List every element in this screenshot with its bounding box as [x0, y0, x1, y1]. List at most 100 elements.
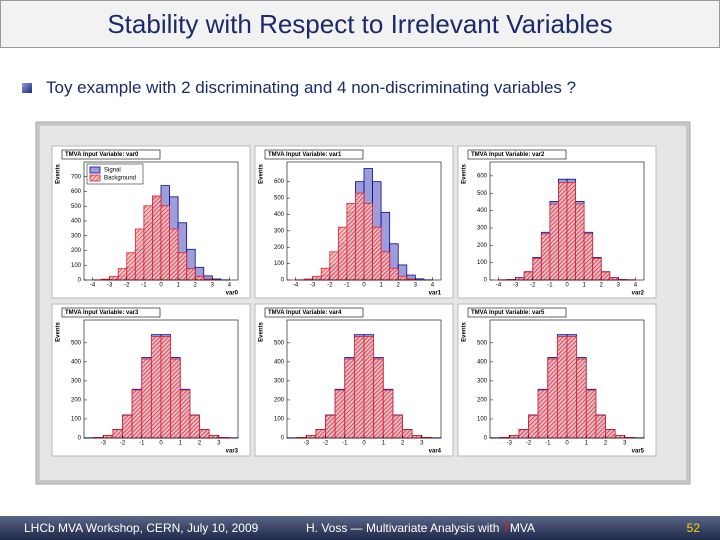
histogram-bar: [547, 358, 558, 439]
histogram-bar: [150, 336, 162, 439]
y-tick-label: 600: [477, 173, 488, 179]
histogram-bar: [112, 429, 123, 439]
y-tick-label: 300: [71, 233, 82, 239]
x-tick-label: 1: [582, 283, 586, 289]
x-tick-label: 2: [604, 441, 608, 447]
y-tick-label: 200: [477, 398, 488, 404]
x-tick-label: 3: [414, 283, 418, 289]
panel-title: TMVA Input Variable: var0: [65, 152, 139, 158]
histogram-bar: [208, 435, 220, 439]
histogram-bar: [194, 275, 205, 281]
panel-title: TMVA Input Variable: var5: [471, 310, 545, 316]
page-number: 52: [686, 521, 700, 535]
panel-title-box: [61, 307, 161, 318]
footer: LHCb MVA Workshop, CERN, July 10, 2009 H…: [0, 516, 720, 540]
histogram-bar: [540, 233, 551, 281]
histogram-bar: [177, 252, 188, 281]
y-tick-label: 300: [477, 226, 488, 232]
footer-t: T: [502, 521, 510, 535]
x-tick-label: 2: [397, 283, 401, 289]
histogram-bar: [566, 336, 578, 439]
legend-label: Signal: [104, 168, 121, 174]
x-axis-label: var2: [632, 291, 645, 297]
panel-title-box: [467, 149, 567, 160]
histogram-bar: [160, 336, 172, 439]
footer-text: MVA: [509, 521, 535, 535]
histogram-bar: [614, 435, 626, 439]
y-tick-label: 200: [71, 398, 82, 404]
histogram-bar: [363, 336, 375, 439]
y-tick-label: 400: [477, 208, 488, 214]
histogram-bar: [143, 205, 153, 281]
histogram-bar: [355, 192, 365, 281]
histogram-bar: [186, 268, 196, 281]
x-tick-label: -2: [327, 283, 333, 289]
panel-title-box: [61, 149, 161, 160]
y-tick-label: 400: [274, 359, 285, 365]
histogram-bar: [346, 203, 356, 281]
histogram-bar: [605, 429, 616, 439]
y-tick-label: 500: [274, 196, 285, 202]
x-tick-label: -1: [545, 441, 551, 447]
y-axis-label: Events: [462, 164, 468, 184]
x-tick-label: -2: [120, 441, 126, 447]
histogram-bar: [411, 435, 423, 439]
histogram-bar: [372, 226, 382, 281]
x-tick-label: -1: [139, 441, 145, 447]
x-tick-label: 4: [228, 283, 232, 289]
panel-title-box: [264, 307, 364, 318]
panel-title: TMVA Input Variable: var3: [65, 310, 139, 316]
x-tick-label: 3: [211, 283, 215, 289]
x-tick-label: 2: [600, 283, 604, 289]
histogram-bar: [109, 275, 119, 281]
histogram-bar: [102, 435, 114, 439]
x-tick-label: 2: [198, 441, 202, 447]
x-tick-label: 1: [382, 441, 386, 447]
x-tick-label: 3: [623, 441, 627, 447]
histogram-bar: [117, 268, 128, 281]
x-tick-label: -2: [323, 441, 329, 447]
histogram-bar: [134, 228, 145, 281]
y-tick-label: 400: [477, 359, 488, 365]
x-tick-label: -3: [513, 283, 519, 289]
y-tick-label: 0: [484, 278, 488, 284]
x-tick-label: 3: [617, 283, 621, 289]
x-tick-label: -1: [342, 441, 348, 447]
y-axis-label: Events: [259, 164, 265, 184]
x-tick-label: -1: [547, 283, 553, 289]
histogram-bar: [325, 414, 336, 439]
histogram-bar: [402, 429, 413, 439]
histogram-bar: [160, 205, 170, 281]
y-tick-label: 200: [274, 398, 285, 404]
x-tick-label: -3: [304, 441, 310, 447]
x-tick-label: 1: [379, 283, 383, 289]
y-tick-label: 400: [71, 219, 82, 225]
footer-center: H. Voss — Multivariate Analysis with TMV…: [306, 516, 535, 540]
histogram-bar: [397, 275, 408, 281]
histogram-bar: [363, 203, 373, 281]
histogram-bar: [583, 233, 594, 281]
y-tick-label: 500: [71, 204, 82, 210]
histogram-bar: [585, 389, 597, 439]
histogram-bar: [595, 414, 606, 439]
x-tick-label: -1: [141, 283, 147, 289]
x-tick-label: -2: [526, 441, 532, 447]
histogram-bar: [170, 358, 181, 439]
y-tick-label: 600: [274, 179, 285, 185]
y-tick-label: 700: [71, 174, 82, 180]
x-tick-label: -4: [293, 283, 299, 289]
legend-label: Background: [104, 176, 136, 182]
x-tick-label: 0: [565, 283, 569, 289]
histogram-bar: [575, 203, 585, 281]
histogram-bar: [508, 435, 520, 439]
histogram-bar: [528, 414, 539, 439]
histogram-bar: [312, 275, 322, 281]
bullet-icon: [22, 83, 32, 93]
histogram-bar: [592, 257, 602, 281]
x-tick-label: 1: [585, 441, 589, 447]
y-tick-label: 0: [484, 436, 488, 442]
y-axis-label: Events: [259, 322, 265, 342]
x-tick-label: 4: [634, 283, 638, 289]
histogram-bar: [122, 414, 133, 439]
